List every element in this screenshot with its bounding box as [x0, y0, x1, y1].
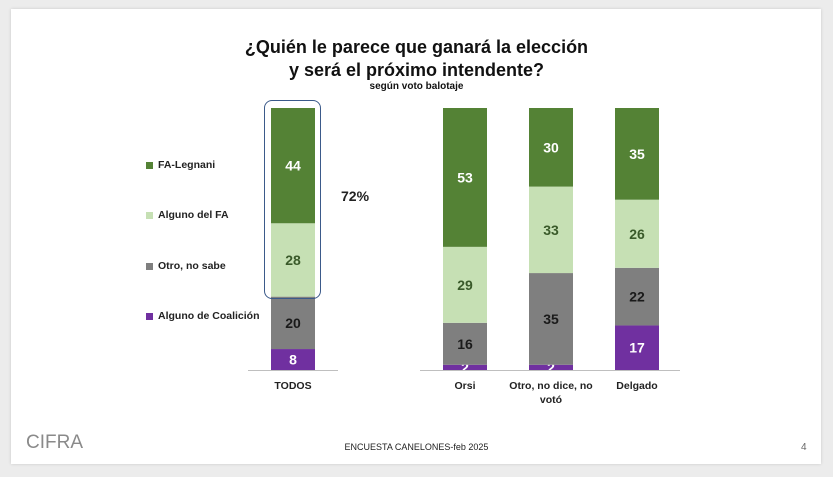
data-label-orsi-alguno-de-coalicion: 2: [461, 359, 469, 375]
legend-swatch-alguno-coalicion: [146, 312, 153, 320]
data-label-todos-otro-no-sabe: 20: [285, 315, 301, 331]
legend-item-fa-legnani: FA-Legnani: [146, 158, 215, 172]
bar-delgado-alguno-de-coalicion: [615, 325, 659, 370]
page-number: 4: [801, 442, 807, 453]
legend-label-otro-no-sabe: Otro, no sabe: [158, 260, 226, 272]
legend-swatch-fa-legnani: [146, 161, 153, 169]
category-label-otro-line2: votó: [539, 394, 563, 406]
category-label-todos-line1: TODOS: [274, 380, 312, 392]
data-label-otro-no-dice-no-voto-fa-legnani: 30: [543, 139, 559, 155]
bar-otro-no-dice-no-voto-otro-no-sabe: [529, 273, 573, 365]
bar-todos-alguno-del-fa: [271, 223, 315, 297]
legend-swatch-alguno-fa: [146, 211, 153, 219]
data-label-todos-alguno-de-coalicion: 8: [289, 352, 297, 368]
slide: [11, 9, 821, 464]
chart-title-line2: y será el próximo intendente?: [288, 60, 545, 80]
bar-orsi-otro-no-sabe: [443, 322, 487, 365]
bar-orsi-fa-legnani: [443, 108, 487, 247]
data-label-orsi-fa-legnani: 53: [457, 169, 473, 185]
chart-subtitle: según voto balotaje: [369, 81, 464, 92]
data-label-delgado-otro-no-sabe: 22: [629, 289, 645, 305]
data-label-todos-fa-legnani: 44: [285, 158, 301, 174]
category-label-delgado: Delgado: [597, 379, 677, 393]
data-label-delgado-fa-legnani: 35: [629, 146, 645, 162]
bar-delgado-fa-legnani: [615, 108, 659, 200]
legend-label-alguno-fa: Alguno del FA: [158, 209, 229, 221]
data-label-delgado-alguno-de-coalicion: 17: [629, 340, 645, 356]
bar-todos-otro-no-sabe: [271, 296, 315, 350]
bar-todos-fa-legnani: [271, 108, 315, 224]
bar-otro-no-dice-no-voto-alguno-de-coalicion: [529, 364, 573, 370]
bar-todos-alguno-de-coalicion: [271, 349, 315, 370]
chart-title-line1: ¿Quién le parece que ganará la elección: [244, 37, 589, 57]
category-label-otro: Otro, no dice, no votó: [496, 379, 606, 407]
data-label-delgado-alguno-del-fa: 26: [629, 226, 645, 242]
data-label-otro-no-dice-no-voto-otro-no-sabe: 35: [543, 311, 559, 327]
data-label-todos-alguno-del-fa: 28: [285, 252, 301, 268]
highlight-box: [264, 100, 321, 299]
category-label-delgado-line1: Delgado: [616, 380, 658, 392]
category-label-orsi-line1: Orsi: [454, 380, 476, 392]
category-label-orsi: Orsi: [425, 379, 505, 393]
data-label-otro-no-dice-no-voto-alguno-del-fa: 33: [543, 222, 559, 238]
legend-item-alguno-coalicion: Alguno de Coalición: [146, 309, 260, 323]
bar-otro-no-dice-no-voto-alguno-del-fa: [529, 186, 573, 274]
data-label-otro-no-dice-no-voto-alguno-de-coalicion: 2: [547, 359, 555, 375]
category-label-todos: TODOS: [253, 379, 333, 393]
bar-delgado-otro-no-sabe: [615, 267, 659, 326]
bar-otro-no-dice-no-voto-fa-legnani: [529, 108, 573, 187]
legend-item-alguno-fa: Alguno del FA: [146, 208, 229, 222]
bar-delgado-alguno-del-fa: [615, 199, 659, 268]
footer-source: ENCUESTA CANELONES-feb 2025: [344, 442, 489, 452]
legend-swatch-otro-no-sabe: [146, 262, 153, 270]
data-label-orsi-otro-no-sabe: 16: [457, 336, 473, 352]
cifra-logo: CIFRA: [26, 432, 83, 453]
highlight-percent: 72%: [341, 188, 370, 204]
category-label-otro-line1: Otro, no dice, no: [509, 380, 593, 392]
legend-item-otro-no-sabe: Otro, no sabe: [146, 259, 226, 273]
bar-orsi-alguno-de-coalicion: [443, 364, 487, 370]
legend-label-fa-legnani: FA-Legnani: [158, 159, 216, 171]
data-label-orsi-alguno-del-fa: 29: [457, 277, 473, 293]
legend-label-alguno-coalicion: Alguno de Coalición: [158, 310, 260, 322]
bar-orsi-alguno-del-fa: [443, 246, 487, 323]
